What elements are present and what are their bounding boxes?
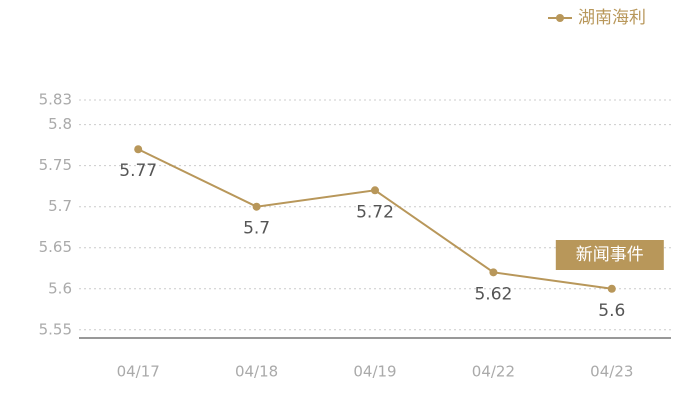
y-tick-label: 5.83 xyxy=(39,91,72,109)
y-tick-label: 5.6 xyxy=(48,279,72,297)
point xyxy=(134,145,143,154)
x-tick-label: 04/23 xyxy=(590,363,633,381)
x-tick-label: 04/17 xyxy=(117,363,160,381)
data-label: 5.62 xyxy=(474,284,512,304)
legend-marker xyxy=(556,14,564,22)
x-tick-label: 04/18 xyxy=(235,363,278,381)
y-tick-label: 5.55 xyxy=(39,320,72,338)
data-label: 5.72 xyxy=(356,202,394,222)
annotation: 新闻事件 xyxy=(576,245,644,265)
y-tick-label: 5.65 xyxy=(39,238,72,256)
y-tick-label: 5.75 xyxy=(39,156,72,174)
annotation-box xyxy=(555,240,664,270)
x-tick-label: 04/22 xyxy=(472,363,515,381)
y-tick-label: 5.7 xyxy=(48,197,72,215)
legend-label: 湖南海利 xyxy=(578,8,646,28)
point xyxy=(371,186,379,195)
point xyxy=(252,202,261,211)
data-label: 5.7 xyxy=(243,219,270,239)
y-tick-label: 5.8 xyxy=(48,115,72,133)
point xyxy=(607,284,616,293)
data-label: 5.77 xyxy=(119,161,157,181)
point xyxy=(489,268,498,277)
x-tick-label: 04/19 xyxy=(353,363,396,381)
data-label: 5.6 xyxy=(598,301,625,321)
